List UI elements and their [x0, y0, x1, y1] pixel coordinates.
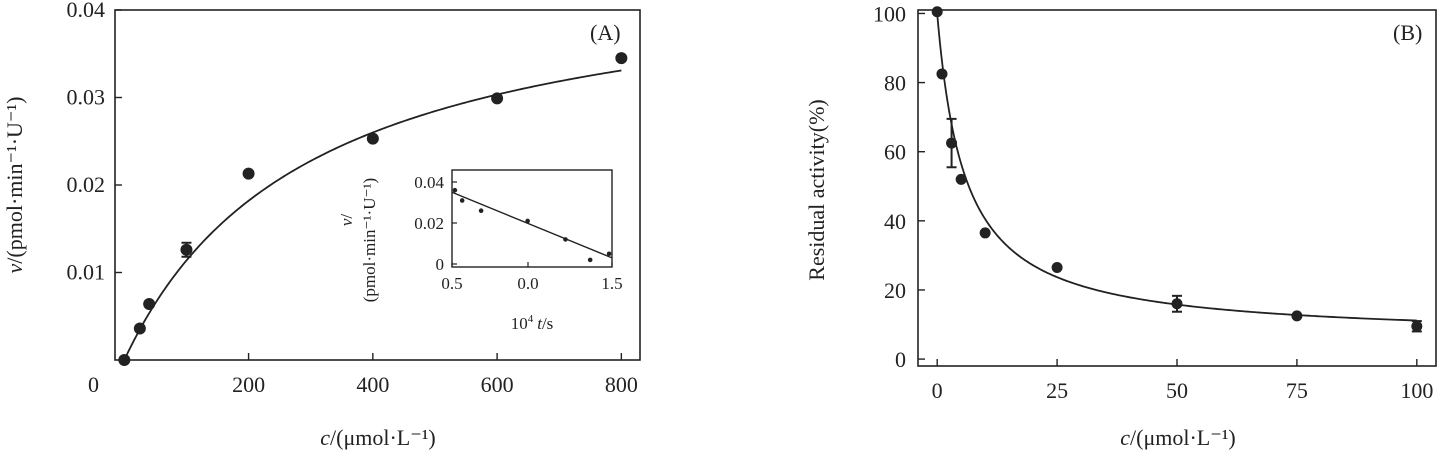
inset-frame	[451, 169, 613, 268]
inset-fit-line	[451, 191, 613, 259]
inset-data-point	[587, 257, 593, 263]
panel-a-x-tick-label: 200	[232, 372, 265, 397]
panel-a-data-point	[180, 243, 193, 256]
panel-b-y-tick-label: 40	[884, 209, 906, 234]
panel-b-y-tick-label: 100	[873, 1, 906, 26]
inset-y-tick-label: 0.02	[414, 214, 444, 233]
panel-a-data-point	[118, 354, 131, 366]
inset-data-point	[606, 251, 612, 257]
panel-a-y-tick-label: 0.02	[67, 172, 106, 197]
panel-a-fit-curve	[123, 69, 622, 361]
panel-b-y-axis-label: Residual activity(%)	[804, 99, 829, 280]
panel-a-inset: 0.5 0.0 1.5 0.040.020 v/ (pmol·min⁻¹·U⁻¹) …	[337, 169, 623, 333]
panel-b-x-axis-label: c/(μmol·L⁻¹)	[1120, 425, 1236, 450]
panel-b-data-point	[979, 227, 991, 239]
panel-a-data-point	[491, 92, 504, 105]
panel-b-data-point	[936, 68, 948, 80]
inset-y-tick-label: 0.04	[414, 173, 444, 192]
panel-b-x-tick-label: 0	[932, 378, 943, 403]
panel-a-points	[118, 52, 628, 366]
panel-b-data-point	[931, 6, 943, 18]
panel-a-data-point	[143, 298, 156, 310]
inset-data-point	[459, 198, 465, 203]
panel-b-data-point	[1411, 320, 1423, 332]
panel-a-data-point	[615, 52, 628, 65]
panel-b: (B) 0 25 50 75 100 0 20 40 60 80 100 c/(μmol·L⁻¹)…	[804, 1, 1437, 450]
inset-y-axis-label-2: (pmol·min⁻¹·U⁻¹)	[360, 178, 379, 302]
panel-a-y-tick-label: 0.01	[67, 260, 106, 285]
inset-x-tick-label: 0.0	[517, 274, 538, 293]
panel-b-y-tick-label: 0	[895, 347, 906, 372]
inset-y-axis-label-1: v/	[337, 214, 356, 227]
panel-a-x-axis-label: c/(μmol·L⁻¹)	[320, 425, 436, 450]
panel-b-fit-curve	[936, 13, 1417, 322]
panel-a-x-ticks: 200 400 600 800	[232, 353, 638, 397]
panel-b-data-point	[946, 137, 958, 149]
inset-x-tick-label: 1.5	[601, 274, 622, 293]
panel-b-data-point	[1051, 261, 1063, 273]
panel-a-y-tick-label: 0.04	[67, 0, 106, 22]
panel-a-y-axis-label: v/(pmol·min⁻¹·U⁻¹)	[2, 97, 27, 274]
panel-b-label: (B)	[1393, 20, 1422, 45]
inset-y-tick-label: 0	[436, 255, 445, 274]
inset-x-axis-label: 104 t/s	[511, 313, 554, 333]
inset-data-point	[478, 208, 484, 213]
inset-data-point	[452, 187, 458, 193]
inset-x-tick-label: 0.5	[441, 274, 462, 293]
panel-b-y-tick-label: 60	[884, 140, 906, 165]
panel-b-x-tick-label: 75	[1286, 378, 1308, 403]
panel-b-points	[931, 6, 1423, 333]
panel-a-data-point	[133, 322, 146, 335]
inset-y-ticks: 0.04 0.02 0	[414, 173, 457, 274]
panel-b-y-tick-label: 20	[884, 278, 906, 303]
panel-b-data-point	[1291, 310, 1303, 322]
panel-a-label: (A)	[590, 20, 621, 45]
panel-a-y-tick-label: 0.03	[67, 85, 106, 110]
panel-a-x-tick-label: 800	[605, 372, 638, 397]
panel-a: (A) 200 400 600 800 0.01 0.02 0.03 0.04 0 c/(μ…	[2, 0, 641, 450]
panel-b-x-tick-label: 25	[1046, 378, 1068, 403]
inset-data-point	[525, 218, 530, 224]
panel-a-x-tick-label: 600	[481, 372, 514, 397]
panel-b-data-point	[955, 173, 967, 185]
panel-b-x-ticks: 0 25 50 75 100	[932, 359, 1433, 403]
panel-a-origin-label: 0	[88, 372, 99, 397]
inset-x-ticks: 0.5 0.0 1.5	[441, 262, 623, 293]
panel-a-data-point	[366, 132, 379, 145]
panel-a-data-point	[242, 167, 255, 180]
panel-b-x-tick-label: 100	[1400, 378, 1433, 403]
panel-b-x-tick-label: 50	[1166, 378, 1188, 403]
panel-b-y-ticks: 0 20 40 60 80 100	[873, 1, 925, 372]
panel-a-y-ticks: 0.01 0.02 0.03 0.04	[67, 0, 122, 285]
panel-b-y-tick-label: 80	[884, 71, 906, 96]
panel-a-x-tick-label: 400	[356, 372, 389, 397]
inset-data-point	[563, 237, 568, 242]
panel-b-data-point	[1171, 298, 1183, 310]
inset-points	[452, 187, 612, 263]
